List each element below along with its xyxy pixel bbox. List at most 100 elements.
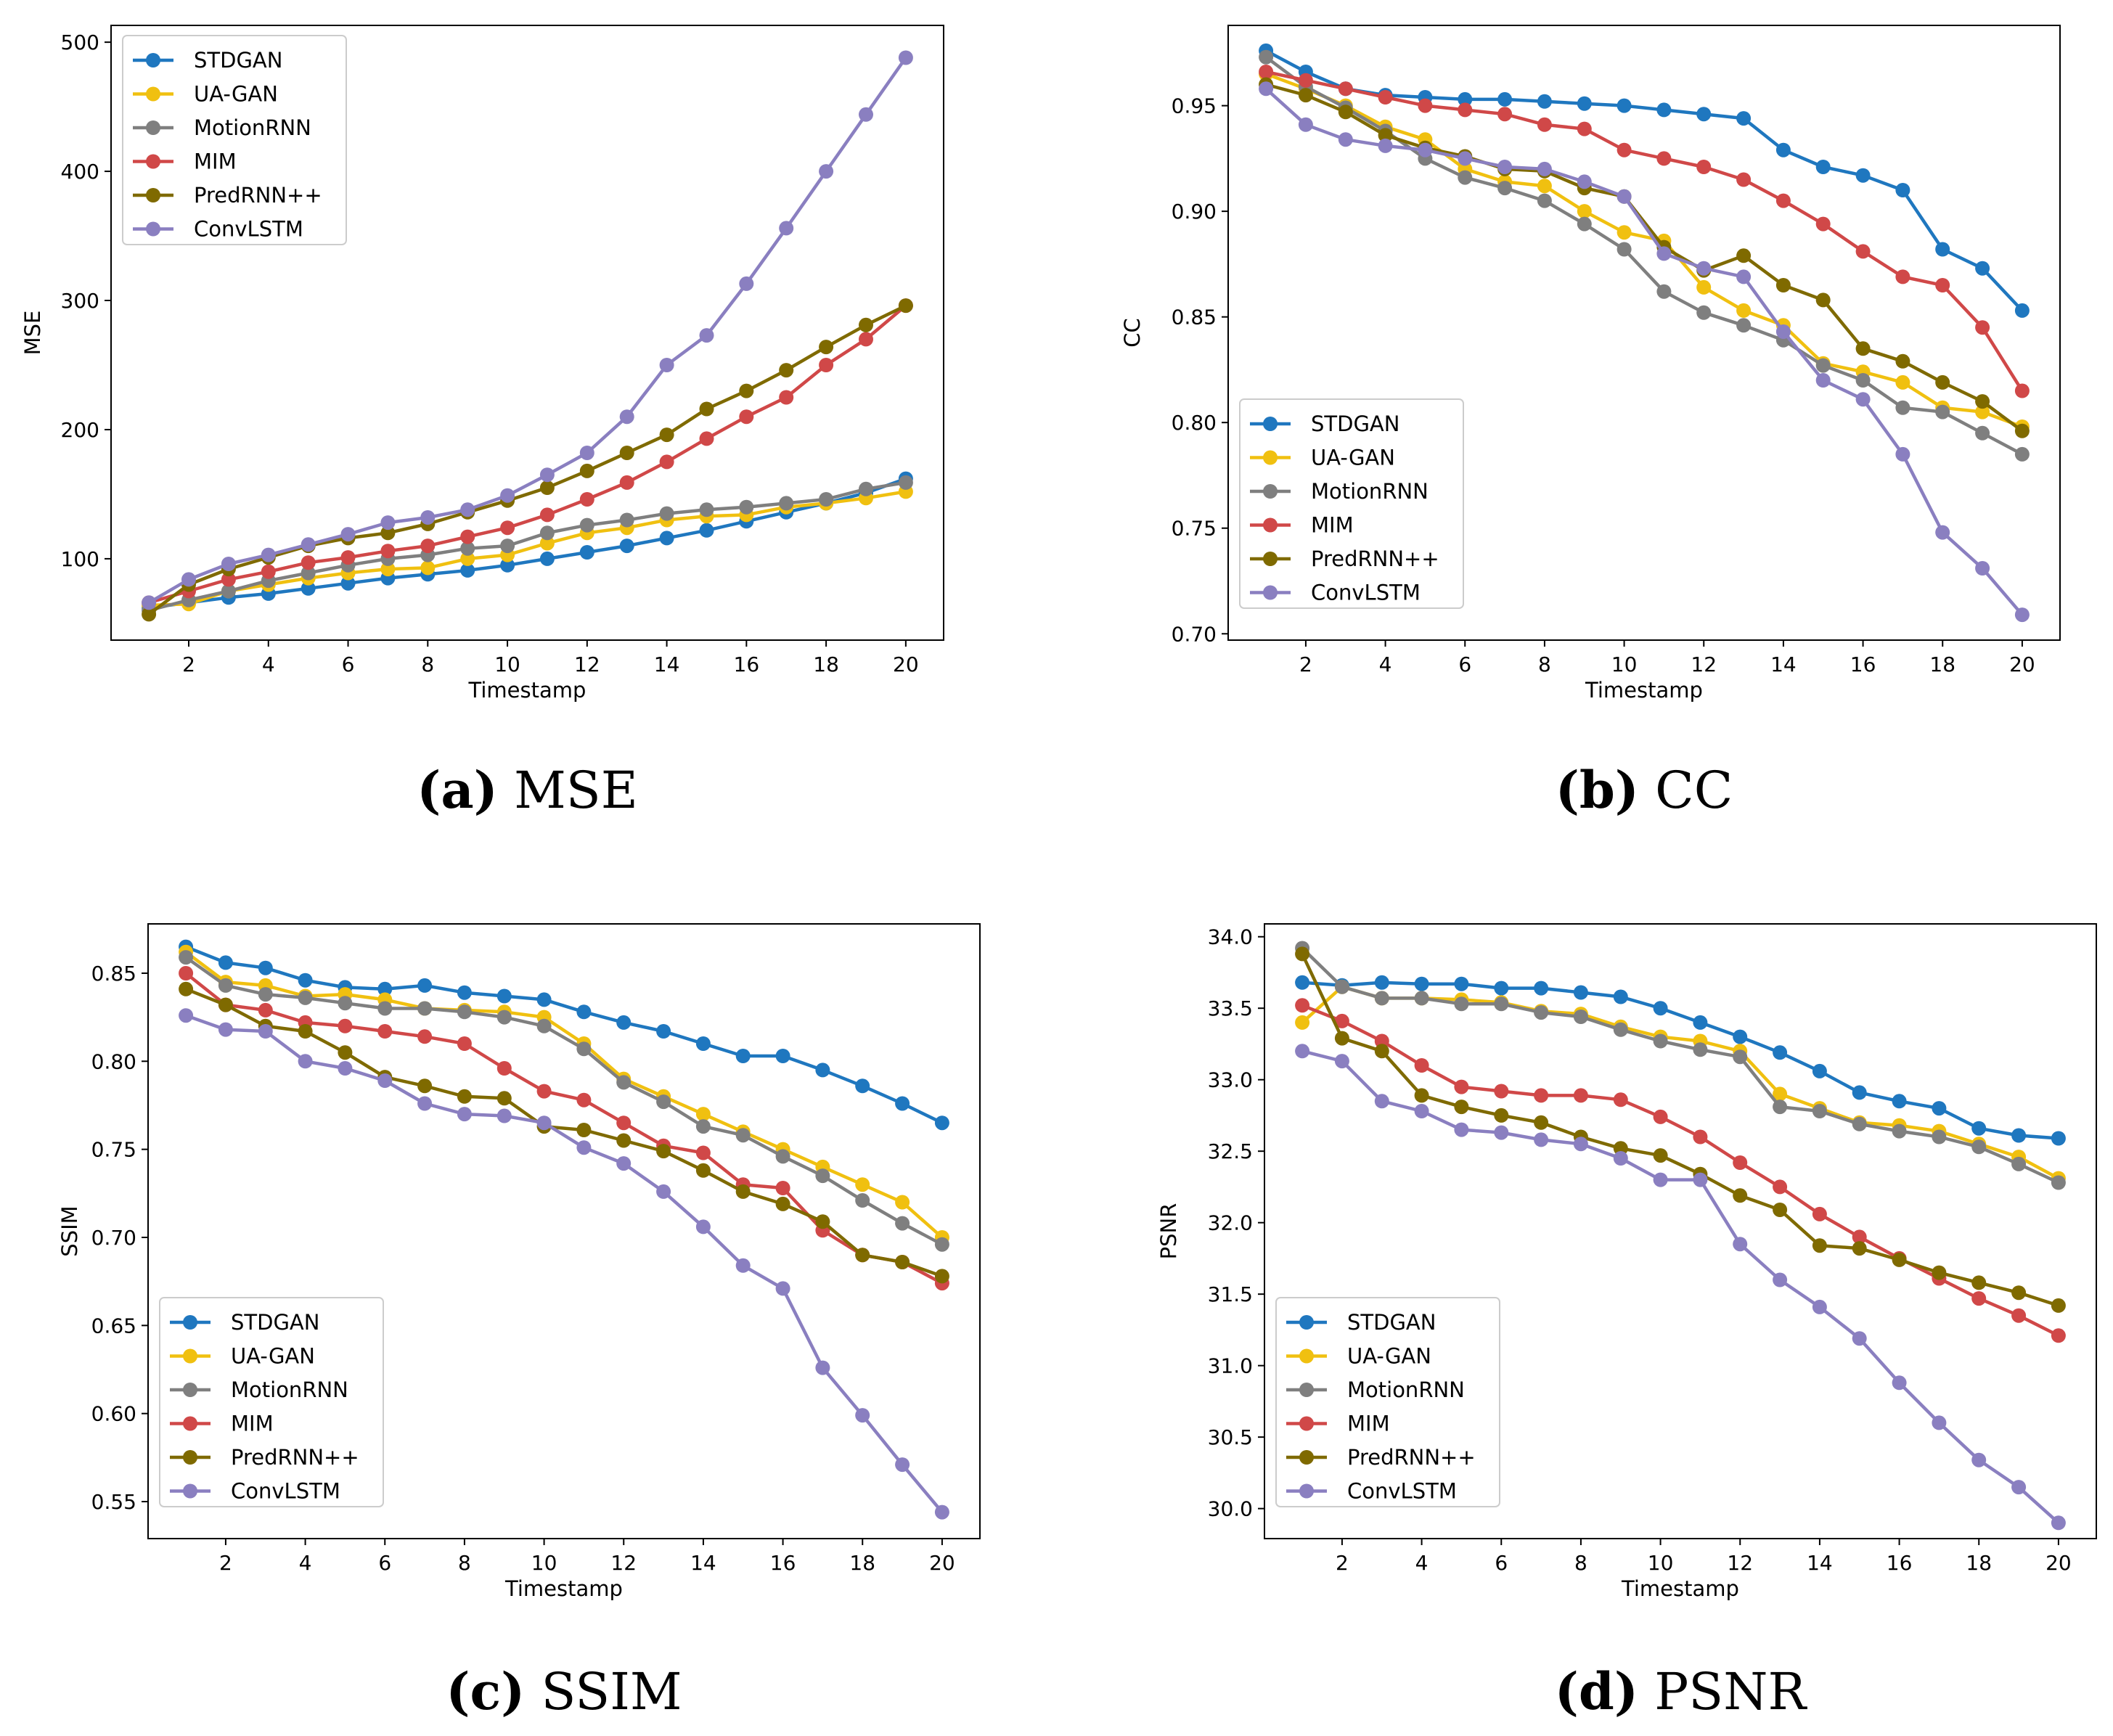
legend-swatch-marker-motionrnn xyxy=(183,1383,197,1397)
data-point-motionrnn-8 xyxy=(1537,193,1552,208)
data-point-convlstm-8 xyxy=(457,1107,472,1122)
caption-letter: (d) xyxy=(1555,1661,1638,1721)
data-point-mim-13 xyxy=(1773,1179,1788,1195)
data-point-convlstm-1 xyxy=(179,1008,194,1023)
data-point-convlstm-6 xyxy=(1494,1125,1509,1140)
data-point-predrnn--2 xyxy=(218,997,233,1012)
data-point-stdgan-6 xyxy=(377,981,393,996)
data-point-motionrnn-12 xyxy=(579,517,594,533)
data-point-motionrnn-11 xyxy=(539,525,555,541)
data-point-ua-gan-1 xyxy=(1295,1015,1310,1030)
y-tick-label: 33.0 xyxy=(1208,1068,1253,1092)
data-point-mim-3 xyxy=(221,572,236,587)
legend-swatch-marker-convlstm xyxy=(1299,1483,1314,1499)
y-tick-label: 32.5 xyxy=(1208,1139,1253,1163)
x-tick-label: 12 xyxy=(1691,652,1717,676)
data-point-mim-3 xyxy=(1338,81,1353,97)
data-point-predrnn--1 xyxy=(1295,946,1310,962)
data-point-stdgan-9 xyxy=(1613,989,1628,1004)
data-point-mim-16 xyxy=(775,1181,790,1195)
data-point-convlstm-12 xyxy=(579,446,594,460)
data-point-stdgan-15 xyxy=(1852,1085,1867,1100)
data-point-stdgan-15 xyxy=(699,523,714,538)
data-point-stdgan-16 xyxy=(1855,168,1871,183)
data-point-convlstm-14 xyxy=(1775,324,1791,339)
data-point-ua-gan-14 xyxy=(695,1107,711,1122)
data-point-predrnn--11 xyxy=(576,1123,592,1137)
data-point-mim-9 xyxy=(1613,1092,1628,1107)
legend-swatch-marker-stdgan xyxy=(146,53,160,67)
data-point-motionrnn-14 xyxy=(659,506,674,521)
data-point-stdgan-11 xyxy=(539,551,555,566)
data-point-predrnn--17 xyxy=(779,363,794,378)
series-line-convlstm xyxy=(1301,1049,2060,1524)
data-point-motionrnn-2 xyxy=(218,978,233,993)
data-point-stdgan-19 xyxy=(1975,261,1990,276)
data-point-motionrnn-19 xyxy=(2011,1156,2027,1171)
data-point-ua-gan-7 xyxy=(380,562,396,577)
data-point-convlstm-1 xyxy=(1259,81,1274,97)
data-point-convlstm-5 xyxy=(338,1061,353,1076)
y-tick-label: 0.85 xyxy=(1172,306,1217,329)
data-point-convlstm-11 xyxy=(576,1140,592,1155)
data-point-motionrnn-17 xyxy=(1932,1129,1947,1145)
x-tick-label: 10 xyxy=(1648,1551,1674,1575)
data-point-ua-gan-18 xyxy=(855,1177,870,1192)
x-tick-label: 18 xyxy=(813,652,839,676)
data-point-stdgan-5 xyxy=(1454,976,1469,991)
data-point-convlstm-16 xyxy=(775,1281,790,1296)
data-point-predrnn--9 xyxy=(496,1091,512,1106)
data-point-motionrnn-6 xyxy=(1494,996,1509,1012)
data-point-convlstm-16 xyxy=(1892,1375,1907,1391)
caption-text: MSE xyxy=(498,761,638,820)
x-tick-label: 4 xyxy=(299,1551,312,1575)
data-point-stdgan-12 xyxy=(616,1015,632,1030)
y-tick-label: 31.0 xyxy=(1208,1354,1253,1378)
data-point-convlstm-2 xyxy=(1334,1054,1349,1069)
data-point-mim-5 xyxy=(1454,1079,1469,1094)
data-point-motionrnn-6 xyxy=(377,1001,393,1016)
x-tick-label: 12 xyxy=(610,1551,637,1575)
data-point-predrnn--7 xyxy=(417,1078,433,1094)
data-point-ua-gan-13 xyxy=(1736,303,1752,318)
data-point-predrnn--4 xyxy=(1378,128,1393,143)
data-point-convlstm-7 xyxy=(1534,1132,1549,1147)
data-point-convlstm-8 xyxy=(1573,1137,1588,1152)
data-point-stdgan-10 xyxy=(1653,1001,1668,1016)
data-point-ua-gan-8 xyxy=(420,560,436,576)
data-point-mim-8 xyxy=(420,539,436,554)
data-point-mim-10 xyxy=(536,1084,552,1099)
y-tick-label: 30.0 xyxy=(1208,1497,1253,1521)
data-point-convlstm-6 xyxy=(377,1073,393,1088)
data-point-mim-2 xyxy=(1298,73,1313,88)
data-point-motionrnn-9 xyxy=(1577,216,1592,232)
data-point-motionrnn-8 xyxy=(457,1004,472,1020)
plot-frame xyxy=(1227,25,2061,641)
data-point-convlstm-10 xyxy=(1653,1172,1668,1187)
x-axis-title: Timestamp xyxy=(1585,678,1703,703)
data-point-mim-19 xyxy=(859,332,873,347)
series-line-mim xyxy=(1301,1004,2059,1338)
data-point-stdgan-7 xyxy=(1534,980,1549,996)
x-tick-label: 20 xyxy=(893,652,919,676)
series-line-mim xyxy=(1265,70,2024,392)
data-point-predrnn--13 xyxy=(1773,1203,1788,1217)
data-point-convlstm-3 xyxy=(1338,132,1353,147)
data-point-stdgan-15 xyxy=(735,1049,751,1063)
data-point-mim-1 xyxy=(1259,65,1274,79)
data-point-mim-17 xyxy=(1895,269,1910,284)
data-point-convlstm-4 xyxy=(298,1054,313,1069)
x-tick-label: 16 xyxy=(1887,1551,1913,1575)
x-tick-label: 12 xyxy=(574,652,600,676)
data-point-mim-1 xyxy=(1295,998,1310,1013)
x-tick-label: 6 xyxy=(1458,652,1471,676)
x-tick-label: 16 xyxy=(1850,652,1876,676)
y-tick-label: 0.70 xyxy=(1172,622,1217,646)
data-point-motionrnn-6 xyxy=(1458,170,1473,185)
data-point-convlstm-15 xyxy=(735,1258,751,1273)
chart-panel-b: 2 4 6 8 10 12 14 16 18 20 0.70 0.75 0.80 0.85 0.90 0.95… xyxy=(1120,25,2061,820)
legend-label-mim: MIM xyxy=(231,1412,274,1436)
data-point-convlstm-12 xyxy=(616,1156,632,1171)
x-tick-label: 4 xyxy=(1379,652,1392,676)
data-point-convlstm-17 xyxy=(1932,1415,1947,1430)
